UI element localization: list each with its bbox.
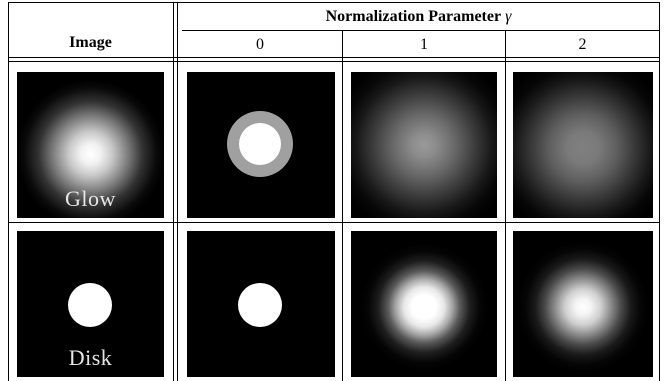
glow-label: Glow [65, 186, 116, 211]
header-bottom-rule-2 [8, 61, 659, 62]
column-divider-double-2 [177, 2, 178, 381]
normalization-parameter-title: Normalization Parameter [325, 8, 502, 25]
group-header-rule [182, 30, 659, 31]
glow-gamma-2-image [513, 72, 653, 218]
param-header-2: 2 [578, 36, 587, 53]
disk-gamma-0-glyph [238, 283, 282, 327]
param-header-1: 1 [420, 36, 428, 53]
table-top-rule [8, 2, 659, 3]
glow-gamma-0-image [187, 72, 335, 218]
disk-label: Disk [68, 345, 113, 370]
disk-gamma-2-image [513, 231, 653, 377]
column-divider-2 [505, 30, 506, 381]
column-divider-1 [342, 30, 343, 381]
header-bottom-rule-1 [8, 57, 659, 58]
glow-original-image: Glow [17, 72, 164, 218]
disk-gamma-1-image [351, 231, 497, 377]
disk-gamma-0-image [187, 231, 335, 377]
column-divider-double-1 [173, 2, 174, 381]
disk-original-image: Disk [17, 231, 164, 377]
disk-glyph [68, 283, 112, 327]
gamma-symbol: γ [505, 8, 512, 25]
image-column-header: Image [69, 34, 112, 51]
right-border [659, 2, 660, 381]
row-divider [8, 222, 659, 223]
param-header-0: 0 [256, 36, 264, 53]
left-border [8, 2, 9, 381]
ring-glyph [227, 111, 293, 177]
glow-gamma-1-image [351, 72, 497, 218]
normalization-parameter-header: Normalization Parameter γ [178, 8, 659, 26]
